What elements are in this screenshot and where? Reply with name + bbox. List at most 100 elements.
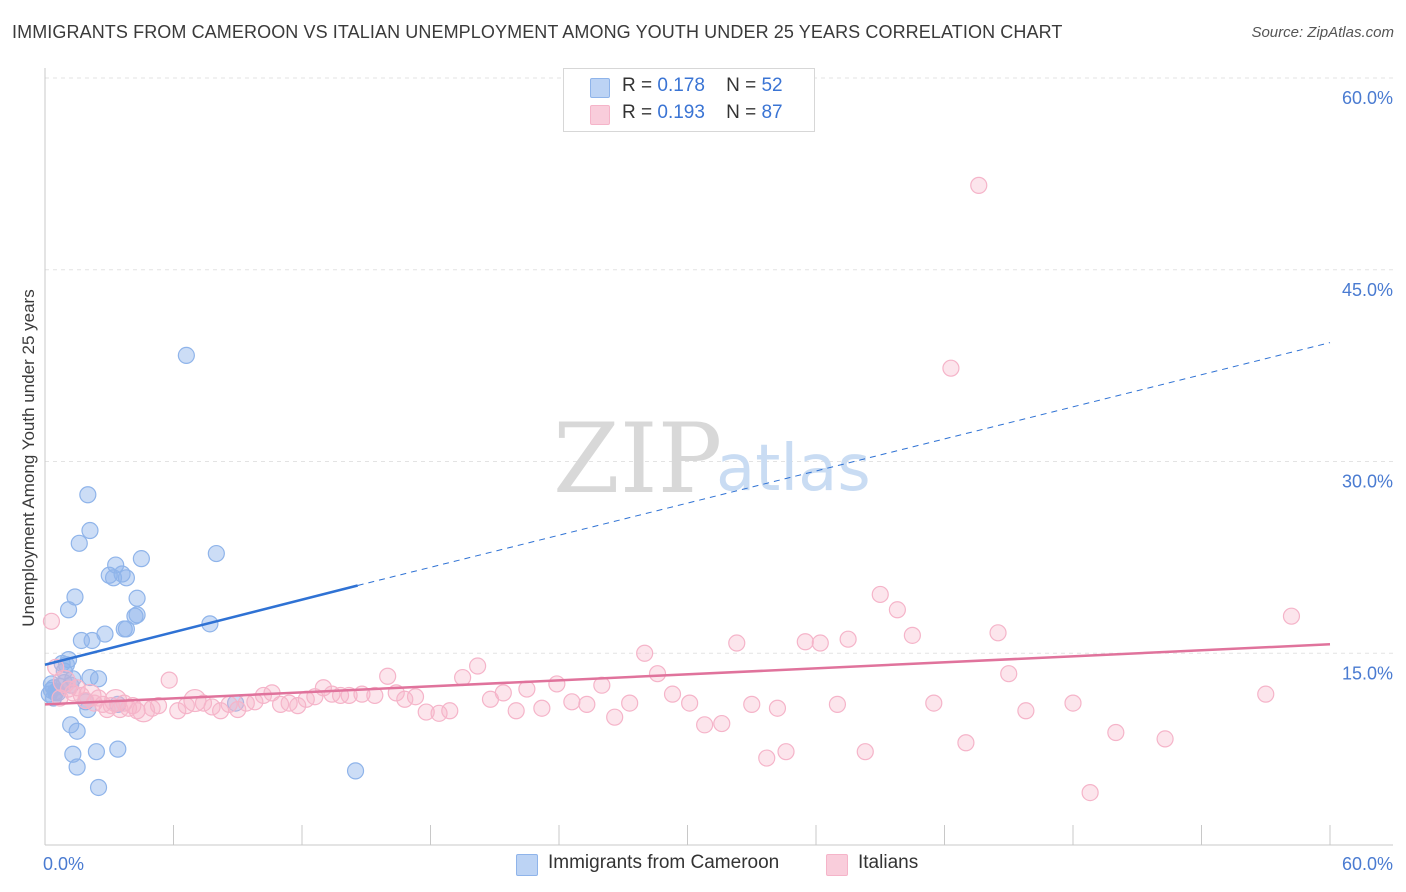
watermark-atlas: atlas <box>716 432 871 506</box>
italian-point <box>194 694 213 712</box>
legend-n-value-italians: 87 <box>761 102 783 123</box>
cameroon-point <box>66 588 84 606</box>
cameroon-point <box>132 550 150 568</box>
italian-point <box>430 704 448 722</box>
y-tick-label: 30.0% <box>1342 472 1393 492</box>
italian-point <box>663 685 682 703</box>
italian-point <box>1282 607 1301 625</box>
italian-point <box>212 702 230 720</box>
italian-point <box>396 690 414 708</box>
series-italians-points <box>42 176 1301 802</box>
italian-point <box>1257 685 1275 703</box>
cameroon-point <box>128 606 146 624</box>
italian-point <box>563 693 581 711</box>
cameroon-point <box>89 670 108 688</box>
cameroon-point <box>128 589 146 607</box>
italian-point <box>957 734 975 752</box>
italian-point <box>942 359 960 377</box>
series-cameroon-points <box>40 346 365 797</box>
italian-point <box>51 689 69 707</box>
italian-point <box>42 612 61 630</box>
x-tick-label-min: 0.0% <box>43 854 84 874</box>
italian-point <box>1081 783 1099 802</box>
italian-point <box>636 644 654 662</box>
cameroon-point <box>109 740 127 758</box>
italian-point <box>183 688 207 713</box>
cameroon-point <box>346 762 365 780</box>
italian-point <box>271 695 290 713</box>
italian-point <box>203 698 221 716</box>
italian-point <box>1000 665 1018 683</box>
watermark-zip: ZIP <box>553 403 722 515</box>
italian-point <box>1107 723 1125 742</box>
y-tick-label: 45.0% <box>1342 280 1393 300</box>
italian-point <box>713 714 731 733</box>
cameroon-point <box>117 569 135 587</box>
gridlines <box>45 77 1393 654</box>
legend-swatch-cameroon <box>590 78 610 98</box>
cameroon-point <box>107 556 125 574</box>
legend-r-label: R = <box>622 102 653 123</box>
cameroon-point <box>79 486 97 504</box>
italian-point <box>169 702 187 720</box>
italian-point <box>871 585 889 604</box>
cameroon-point <box>81 668 99 687</box>
italian-point <box>856 743 874 761</box>
italian-point <box>1064 694 1082 712</box>
italian-point <box>469 657 487 675</box>
italian-point <box>768 699 787 717</box>
cameroon-point <box>117 620 135 638</box>
cameroon-point <box>62 716 80 734</box>
italian-point <box>149 697 168 715</box>
italian-point <box>989 624 1007 642</box>
italian-point <box>648 665 667 683</box>
cameroon-point <box>70 534 88 552</box>
trend-lines <box>44 342 1331 706</box>
legend-n-label: N = <box>726 102 757 123</box>
cameroon-point <box>177 346 195 364</box>
italian-point <box>494 684 512 702</box>
y-tick-labels: 15.0% 30.0% 45.0% 60.0% <box>1342 88 1393 683</box>
italian-point <box>160 671 178 689</box>
italian-point <box>828 695 847 713</box>
cameroon-point <box>87 743 106 761</box>
italian-point <box>417 703 435 721</box>
italian-point <box>229 700 247 719</box>
italian-point <box>777 743 795 761</box>
y-tick-label: 60.0% <box>1342 88 1393 108</box>
bottom-legend-label-italians: Italians <box>858 852 919 873</box>
italian-point <box>696 716 714 734</box>
cameroon-point <box>64 745 82 763</box>
bottom-legend-label-cameroon: Immigrants from Cameroon <box>548 852 780 873</box>
italian-point <box>507 702 525 720</box>
italian-point <box>811 634 829 652</box>
italian-point <box>1017 702 1035 720</box>
legend-swatch-italians <box>590 105 610 125</box>
cameroon-point <box>68 758 86 776</box>
legend-r-value-cameroon: 0.178 <box>657 75 705 96</box>
y-axis-title: Unemployment Among Youth under 25 years <box>19 289 38 626</box>
cameroon-trend-extension <box>357 342 1331 586</box>
italian-point <box>454 668 472 687</box>
italian-point <box>903 626 921 644</box>
y-tick-label: 15.0% <box>1342 663 1393 683</box>
italian-point <box>839 630 857 648</box>
axes <box>44 68 1393 846</box>
cameroon-point <box>64 670 82 688</box>
italian-point <box>1156 730 1174 748</box>
legend-r-value-italians: 0.193 <box>657 102 705 123</box>
cameroon-trend-line <box>44 584 358 666</box>
italian-point <box>533 699 551 717</box>
italian-point <box>743 695 761 713</box>
cameroon-point <box>68 722 86 740</box>
chart-source: Source: ZipAtlas.com <box>1251 24 1394 41</box>
legend-r-label: R = <box>622 75 653 96</box>
chart-title: IMMIGRANTS FROM CAMEROON VS ITALIAN UNEM… <box>12 22 1063 42</box>
italian-point <box>379 667 397 685</box>
cameroon-point <box>104 569 123 587</box>
legend: R = 0.178 N = 52 R = 0.193 N = 87 <box>563 68 815 132</box>
bottom-legend-swatch-italians <box>826 854 848 876</box>
x-tick-label-max: 60.0% <box>1342 854 1393 874</box>
italian-point <box>441 702 459 720</box>
italian-point <box>728 634 746 652</box>
